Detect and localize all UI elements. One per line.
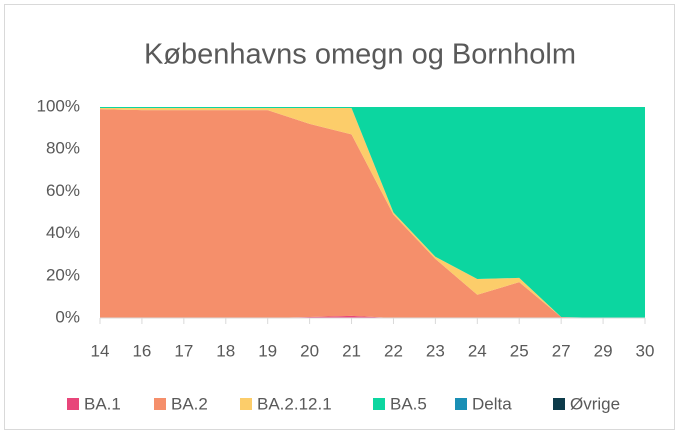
x-tick-label: 19 xyxy=(258,341,277,360)
legend-swatch xyxy=(67,398,79,410)
x-tick-label: 17 xyxy=(174,341,193,360)
chart-title: Københavns omegn og Bornholm xyxy=(144,39,576,71)
legend-swatch xyxy=(553,398,565,410)
area xyxy=(100,107,645,318)
legend-label: BA.1 xyxy=(84,394,121,413)
y-tick-label: 40% xyxy=(46,223,80,242)
legend-label: Delta xyxy=(472,394,512,413)
x-tick-label: 14 xyxy=(91,341,110,360)
x-tick-label: 30 xyxy=(636,341,655,360)
legend-swatch xyxy=(154,398,166,410)
x-tick-label: 16 xyxy=(132,341,151,360)
y-tick-label: 20% xyxy=(46,265,80,284)
x-tick-label: 20 xyxy=(300,341,319,360)
y-tick-label: 60% xyxy=(46,181,80,200)
area xyxy=(100,109,645,318)
y-tick-label: 80% xyxy=(46,139,80,158)
legend-label: BA.5 xyxy=(390,394,427,413)
legend-swatch xyxy=(455,398,467,410)
x-tick-label: 29 xyxy=(594,341,613,360)
y-tick-label: 0% xyxy=(55,307,80,326)
y-tick-label: 100% xyxy=(37,96,80,115)
x-tick-label: 24 xyxy=(468,341,487,360)
x-tick-label: 18 xyxy=(216,341,235,360)
legend-label: BA.2.12.1 xyxy=(257,394,332,413)
x-tick-label: 23 xyxy=(426,341,445,360)
x-tick-label: 25 xyxy=(510,341,529,360)
x-tick-label: 22 xyxy=(384,341,403,360)
x-tick-label: 21 xyxy=(342,341,361,360)
legend-label: BA.2 xyxy=(171,394,208,413)
x-tick-label: 27 xyxy=(552,341,571,360)
legend-swatch xyxy=(373,398,385,410)
legend-swatch xyxy=(240,398,252,410)
legend-label: Øvrige xyxy=(570,394,620,413)
